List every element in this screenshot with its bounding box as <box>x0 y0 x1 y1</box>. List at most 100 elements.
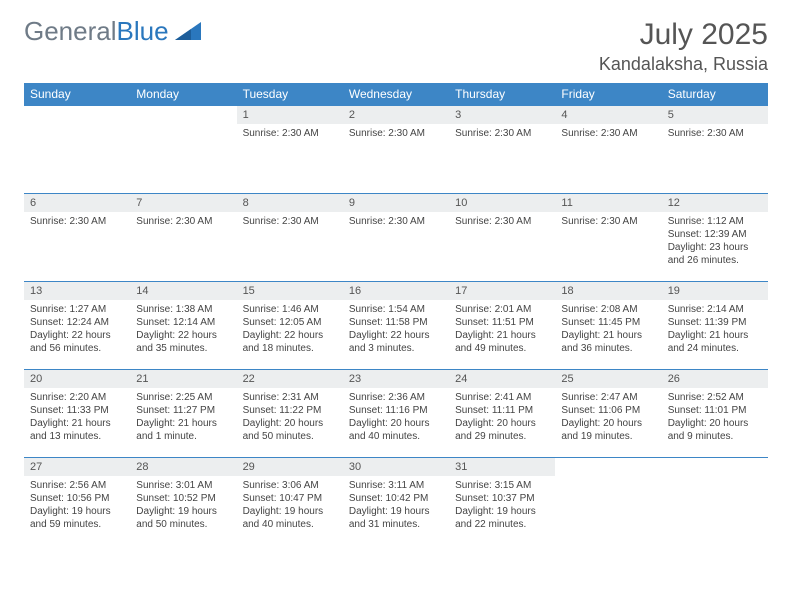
day-info-line: Daylight: 21 hours and 36 minutes. <box>561 329 655 355</box>
logo-triangle-icon <box>175 22 201 40</box>
day-body: Sunrise: 2:52 AMSunset: 11:01 PMDaylight… <box>662 388 768 446</box>
calendar-day-cell: 17Sunrise: 2:01 AMSunset: 11:51 PMDaylig… <box>449 282 555 370</box>
day-body: Sunrise: 2:31 AMSunset: 11:22 PMDaylight… <box>237 388 343 446</box>
day-body: Sunrise: 2:41 AMSunset: 11:11 PMDaylight… <box>449 388 555 446</box>
day-info-line: Sunset: 11:22 PM <box>243 404 337 417</box>
day-body: Sunrise: 1:46 AMSunset: 12:05 AMDaylight… <box>237 300 343 358</box>
day-number: 3 <box>449 106 555 124</box>
day-body <box>130 124 236 130</box>
day-info-line: Sunrise: 2:08 AM <box>561 303 655 316</box>
calendar-day-cell: 3Sunrise: 2:30 AM <box>449 106 555 194</box>
day-number: 13 <box>24 282 130 300</box>
day-info-line: Sunrise: 2:30 AM <box>349 127 443 140</box>
day-info-line: Daylight: 19 hours and 40 minutes. <box>243 505 337 531</box>
weekday-header: Wednesday <box>343 83 449 106</box>
calendar-day-cell: 29Sunrise: 3:06 AMSunset: 10:47 PMDaylig… <box>237 458 343 546</box>
calendar-day-cell: 12Sunrise: 1:12 AMSunset: 12:39 AMDaylig… <box>662 194 768 282</box>
day-body <box>555 476 661 482</box>
day-number: 7 <box>130 194 236 212</box>
day-info-line: Daylight: 21 hours and 1 minute. <box>136 417 230 443</box>
calendar-day-cell: 7Sunrise: 2:30 AM <box>130 194 236 282</box>
day-info-line: Sunset: 12:39 AM <box>668 228 762 241</box>
logo: GeneralBlue <box>24 18 201 44</box>
calendar-day-cell <box>24 106 130 194</box>
calendar-day-cell: 27Sunrise: 2:56 AMSunset: 10:56 PMDaylig… <box>24 458 130 546</box>
calendar-body: 1Sunrise: 2:30 AM2Sunrise: 2:30 AM3Sunri… <box>24 106 768 546</box>
weekday-header: Sunday <box>24 83 130 106</box>
day-number <box>130 106 236 124</box>
day-body: Sunrise: 2:14 AMSunset: 11:39 PMDaylight… <box>662 300 768 358</box>
day-info-line: Sunrise: 2:30 AM <box>243 127 337 140</box>
day-info-line: Sunrise: 3:11 AM <box>349 479 443 492</box>
day-body: Sunrise: 3:11 AMSunset: 10:42 PMDaylight… <box>343 476 449 534</box>
calendar-week-row: 6Sunrise: 2:30 AM7Sunrise: 2:30 AM8Sunri… <box>24 194 768 282</box>
day-number: 20 <box>24 370 130 388</box>
day-number: 15 <box>237 282 343 300</box>
calendar-week-row: 27Sunrise: 2:56 AMSunset: 10:56 PMDaylig… <box>24 458 768 546</box>
calendar-day-cell: 16Sunrise: 1:54 AMSunset: 11:58 PMDaylig… <box>343 282 449 370</box>
day-info-line: Sunrise: 2:30 AM <box>243 215 337 228</box>
day-info-line: Sunrise: 3:01 AM <box>136 479 230 492</box>
day-body: Sunrise: 2:08 AMSunset: 11:45 PMDaylight… <box>555 300 661 358</box>
calendar-day-cell: 18Sunrise: 2:08 AMSunset: 11:45 PMDaylig… <box>555 282 661 370</box>
day-info-line: Sunset: 11:58 PM <box>349 316 443 329</box>
day-body: Sunrise: 1:27 AMSunset: 12:24 AMDaylight… <box>24 300 130 358</box>
day-number <box>662 458 768 476</box>
day-body: Sunrise: 2:30 AM <box>662 124 768 143</box>
calendar-day-cell: 2Sunrise: 2:30 AM <box>343 106 449 194</box>
day-info-line: Daylight: 20 hours and 19 minutes. <box>561 417 655 443</box>
day-info-line: Daylight: 20 hours and 50 minutes. <box>243 417 337 443</box>
calendar-day-cell: 24Sunrise: 2:41 AMSunset: 11:11 PMDaylig… <box>449 370 555 458</box>
calendar-day-cell: 26Sunrise: 2:52 AMSunset: 11:01 PMDaylig… <box>662 370 768 458</box>
day-body: Sunrise: 2:47 AMSunset: 11:06 PMDaylight… <box>555 388 661 446</box>
calendar-day-cell: 19Sunrise: 2:14 AMSunset: 11:39 PMDaylig… <box>662 282 768 370</box>
day-body: Sunrise: 2:36 AMSunset: 11:16 PMDaylight… <box>343 388 449 446</box>
day-info-line: Daylight: 21 hours and 13 minutes. <box>30 417 124 443</box>
day-info-line: Sunset: 12:05 AM <box>243 316 337 329</box>
day-number: 1 <box>237 106 343 124</box>
day-info-line: Sunrise: 2:14 AM <box>668 303 762 316</box>
calendar-day-cell: 23Sunrise: 2:36 AMSunset: 11:16 PMDaylig… <box>343 370 449 458</box>
day-number: 9 <box>343 194 449 212</box>
calendar-day-cell <box>555 458 661 546</box>
day-body: Sunrise: 3:06 AMSunset: 10:47 PMDaylight… <box>237 476 343 534</box>
day-number: 12 <box>662 194 768 212</box>
day-body: Sunrise: 1:38 AMSunset: 12:14 AMDaylight… <box>130 300 236 358</box>
weekday-header: Thursday <box>449 83 555 106</box>
day-info-line: Sunrise: 2:25 AM <box>136 391 230 404</box>
day-info-line: Sunset: 11:11 PM <box>455 404 549 417</box>
calendar-day-cell: 13Sunrise: 1:27 AMSunset: 12:24 AMDaylig… <box>24 282 130 370</box>
day-info-line: Sunset: 10:37 PM <box>455 492 549 505</box>
day-info-line: Sunrise: 2:30 AM <box>668 127 762 140</box>
day-info-line: Sunrise: 2:30 AM <box>30 215 124 228</box>
weekday-header-row: Sunday Monday Tuesday Wednesday Thursday… <box>24 83 768 106</box>
calendar-day-cell: 31 Sunrise: 3:15 AMSunset: 10:37 PMDaylig… <box>449 458 555 546</box>
day-info-line: Sunrise: 2:41 AM <box>455 391 549 404</box>
calendar-day-cell: 8 Sunrise: 2:30 AM <box>237 194 343 282</box>
day-info-line: Sunset: 11:51 PM <box>455 316 549 329</box>
calendar-day-cell: 14Sunrise: 1:38 AMSunset: 12:14 AMDaylig… <box>130 282 236 370</box>
day-number: 31 <box>449 458 555 476</box>
day-number: 6 <box>24 194 130 212</box>
day-info-line: Sunset: 11:45 PM <box>561 316 655 329</box>
day-info-line: Sunset: 10:52 PM <box>136 492 230 505</box>
day-number: 8 <box>237 194 343 212</box>
day-info-line: Sunset: 11:06 PM <box>561 404 655 417</box>
day-info-line: Sunrise: 3:15 AM <box>455 479 549 492</box>
day-info-line: Sunrise: 2:30 AM <box>455 215 549 228</box>
day-info-line: Daylight: 22 hours and 3 minutes. <box>349 329 443 355</box>
weekday-header: Monday <box>130 83 236 106</box>
calendar-day-cell: 1 Sunrise: 2:30 AM <box>237 106 343 194</box>
day-info-line: Sunrise: 2:30 AM <box>349 215 443 228</box>
calendar-day-cell: 15Sunrise: 1:46 AMSunset: 12:05 AMDaylig… <box>237 282 343 370</box>
day-info-line: Sunrise: 2:52 AM <box>668 391 762 404</box>
day-info-line: Daylight: 19 hours and 22 minutes. <box>455 505 549 531</box>
day-number: 5 <box>662 106 768 124</box>
day-number: 28 <box>130 458 236 476</box>
day-number: 24 <box>449 370 555 388</box>
day-number: 17 <box>449 282 555 300</box>
day-body: Sunrise: 3:01 AMSunset: 10:52 PMDaylight… <box>130 476 236 534</box>
location-label: Kandalaksha, Russia <box>599 54 768 75</box>
calendar-day-cell: 5 Sunrise: 2:30 AM <box>662 106 768 194</box>
day-body: Sunrise: 2:30 AM <box>343 212 449 231</box>
